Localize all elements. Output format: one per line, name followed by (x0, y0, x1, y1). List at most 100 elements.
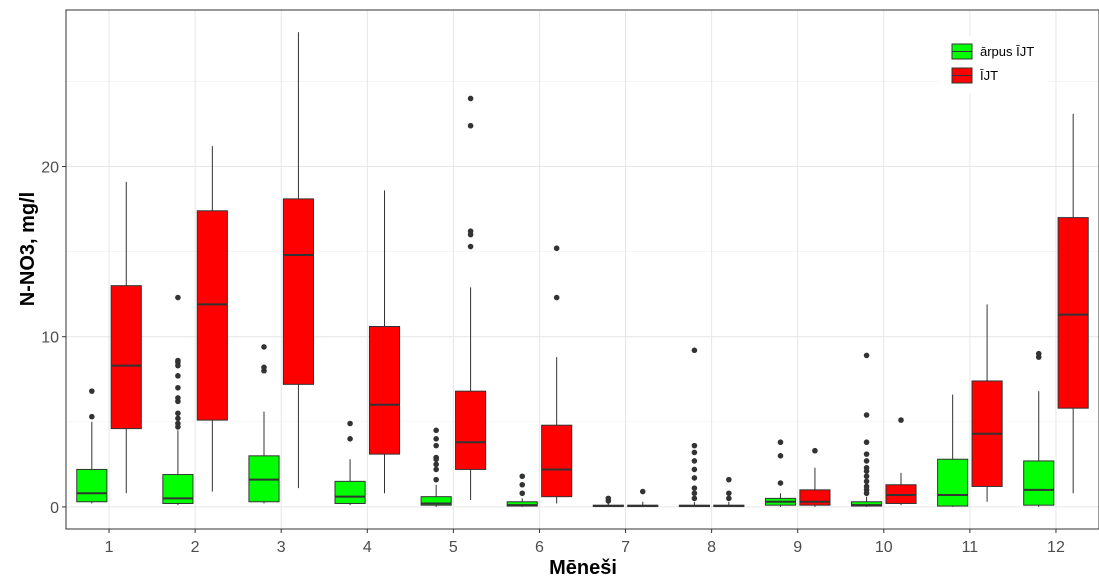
outlier-point (863, 483, 870, 490)
x-tick-label: 12 (1047, 539, 1065, 556)
outlier-point (863, 412, 870, 418)
x-tick-label: 1 (105, 539, 114, 556)
outlier-point (175, 420, 181, 427)
outlier-point (175, 357, 181, 364)
x-tick-label: 11 (962, 539, 979, 556)
outlier-point (347, 436, 353, 442)
outlier-point (175, 294, 181, 301)
outlier-point (261, 344, 267, 350)
outlier-point (777, 480, 784, 486)
box (799, 489, 831, 506)
box-group (506, 473, 538, 507)
box (937, 458, 969, 507)
box-group (627, 488, 659, 508)
outlier-point (691, 449, 698, 456)
outlier-point (433, 427, 439, 434)
y-axis-title: N-NO3, mg/l (17, 192, 39, 306)
outlier-point (261, 364, 267, 371)
outlier-point (726, 476, 732, 483)
box-group (541, 245, 573, 504)
outlier-point (863, 451, 870, 457)
outlier-point (863, 473, 870, 480)
outlier-point (726, 490, 732, 497)
box-group (851, 352, 883, 507)
outlier-point (467, 122, 474, 129)
outlier-point (863, 439, 870, 446)
x-tick-label: 9 (793, 539, 802, 556)
outlier-point (467, 228, 474, 235)
box-group (76, 388, 108, 504)
outlier-point (691, 466, 698, 473)
outlier-point (175, 415, 181, 422)
outlier-point (89, 413, 95, 420)
outlier-point (433, 461, 439, 468)
box (1023, 460, 1055, 506)
outlier-point (433, 454, 439, 461)
box-group (282, 32, 314, 489)
outlier-point (863, 478, 870, 485)
box-group (678, 347, 710, 508)
box-group (248, 344, 280, 504)
x-tick-label: 8 (707, 539, 716, 556)
box (282, 198, 314, 385)
x-tick-label: 10 (875, 539, 893, 556)
outlier-point (639, 488, 646, 495)
box-group (196, 146, 228, 492)
outlier-point (691, 475, 698, 481)
outlier-point (812, 447, 818, 454)
box (110, 285, 142, 430)
x-tick-label: 2 (191, 539, 200, 556)
outlier-point (175, 410, 181, 417)
outlier-point (89, 388, 95, 394)
box (541, 424, 573, 498)
y-tick-label: 10 (41, 330, 59, 347)
box-group (162, 294, 194, 506)
legend: ārpus ĪJT ĪJT (940, 36, 1048, 94)
outlier-point (691, 495, 698, 502)
box-group (110, 181, 142, 494)
outlier-point (519, 473, 526, 480)
box-group (764, 439, 797, 507)
x-tick-label: 4 (363, 539, 372, 556)
box-group (799, 447, 831, 507)
outlier-point (691, 485, 698, 491)
outlier-point (898, 417, 904, 423)
outlier-point (863, 458, 870, 464)
outlier-point (777, 453, 784, 459)
box (455, 390, 487, 470)
box (1057, 217, 1089, 409)
box-group (592, 495, 624, 508)
box-group (713, 476, 745, 508)
outlier-point (691, 347, 698, 354)
box-group (937, 394, 969, 507)
outlier-point (175, 395, 181, 401)
box (76, 468, 108, 503)
box-group (1023, 350, 1055, 507)
box-group (885, 417, 917, 506)
box (196, 210, 228, 421)
outlier-point (467, 243, 474, 250)
box-group (368, 190, 401, 494)
outlier-point (553, 294, 560, 301)
legend-label: ĪJT (980, 68, 998, 83)
panel-border (65, 9, 1099, 530)
box-group (1057, 113, 1089, 494)
x-tick-label: 3 (277, 539, 286, 556)
outlier-point (519, 490, 526, 497)
box (368, 326, 401, 455)
panel-background (66, 10, 1099, 529)
legend-label: ārpus ĪJT (980, 44, 1034, 59)
outlier-point (1035, 350, 1042, 357)
outlier-point (777, 439, 784, 446)
outlier-point (433, 466, 439, 473)
outlier-point (467, 95, 474, 102)
outlier-point (863, 464, 870, 471)
outlier-point (175, 373, 181, 379)
x-axis-title: Mēneši (549, 557, 617, 578)
outlier-point (553, 245, 560, 252)
outlier-point (691, 442, 698, 449)
outlier-point (433, 442, 439, 449)
